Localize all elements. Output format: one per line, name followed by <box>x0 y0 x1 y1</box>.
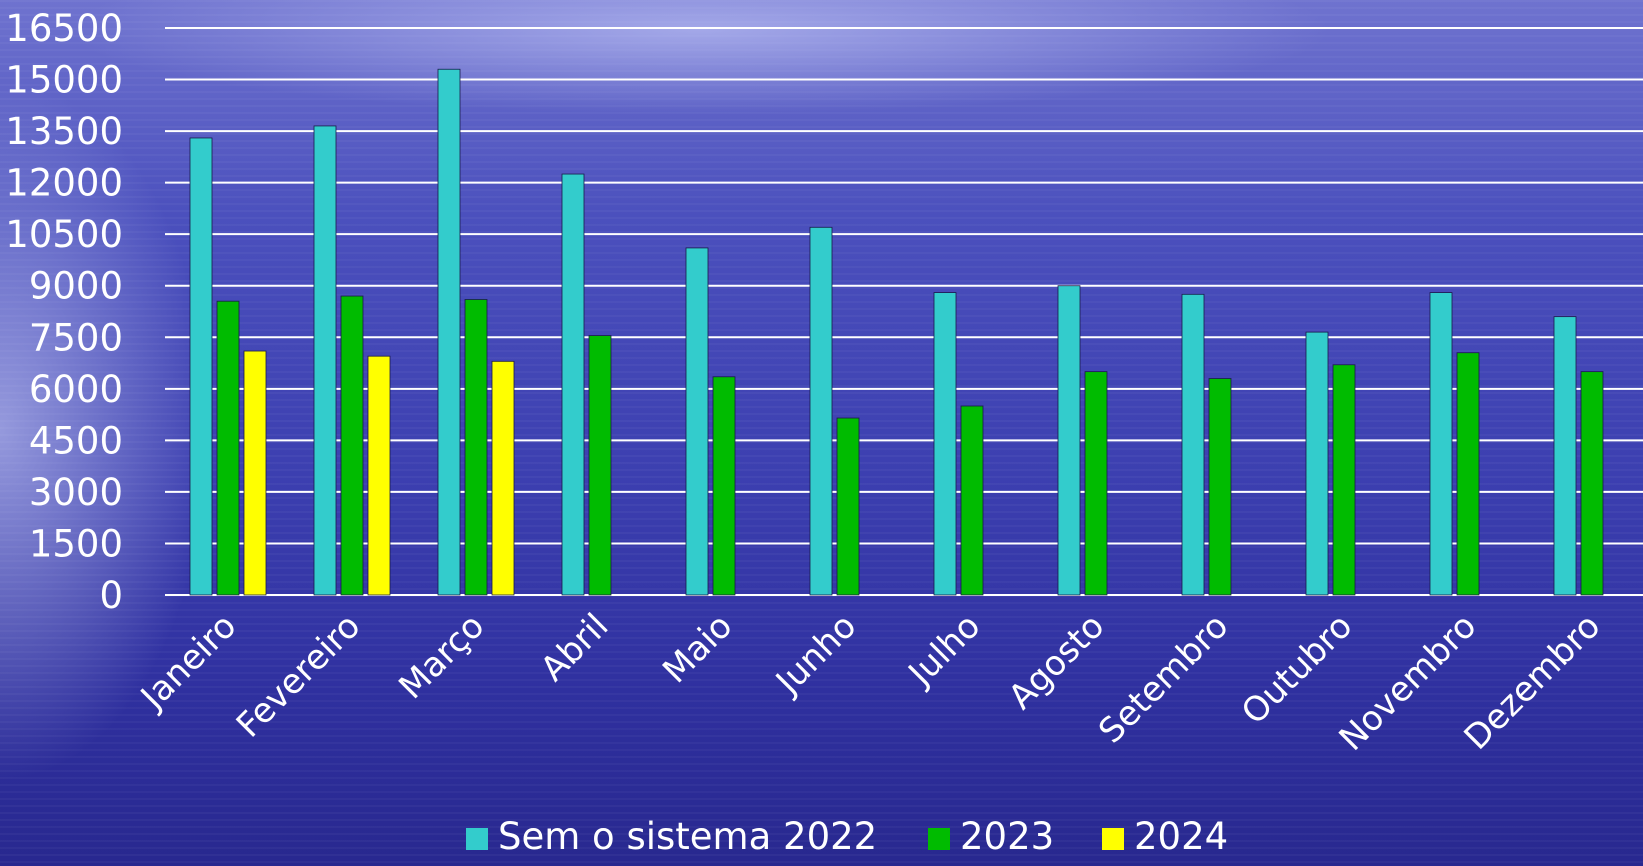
y-tick-label: 3000 <box>29 471 123 514</box>
bar-3 <box>491 360 515 596</box>
bar-1 <box>685 247 709 596</box>
x-tick-label: Agosto <box>1001 606 1112 717</box>
y-tick-label: 10500 <box>5 213 123 256</box>
bar-3 <box>243 350 267 596</box>
bar-2 <box>712 376 736 596</box>
y-tick-label: 7500 <box>29 316 123 359</box>
bar-2 <box>1332 364 1356 596</box>
y-tick-label: 13500 <box>5 110 123 153</box>
bar-2 <box>836 417 860 596</box>
y-tick-label: 12000 <box>5 162 123 205</box>
bar-3 <box>367 355 391 596</box>
bar-1 <box>809 226 833 596</box>
bar-2 <box>464 299 488 596</box>
legend-label: Sem o sistema 2022 <box>498 815 877 858</box>
bar-1 <box>189 137 213 596</box>
bar-1 <box>313 125 337 596</box>
bar-2 <box>960 405 984 596</box>
x-tick-label: Setembro <box>1091 606 1236 751</box>
bar-2 <box>1208 378 1232 596</box>
y-tick-label: 0 <box>99 574 123 617</box>
bar-2 <box>216 300 240 596</box>
bar-2 <box>1456 352 1480 596</box>
y-tick-label: 16500 <box>5 7 123 50</box>
x-tick-label: Abril <box>533 606 616 689</box>
legend-label: 2024 <box>1134 815 1228 858</box>
bar-1 <box>1429 292 1453 596</box>
x-tick-label: Janeiro <box>132 606 244 718</box>
bar-2 <box>1084 371 1108 596</box>
gridlines <box>165 27 1643 596</box>
bar-1 <box>437 68 461 596</box>
x-tick-label: Março <box>391 606 492 707</box>
bar-2 <box>1580 371 1604 596</box>
y-tick-label: 6000 <box>29 368 123 411</box>
y-tick-label: 1500 <box>29 522 123 565</box>
bar-1 <box>1181 293 1205 596</box>
x-tick-label: Julho <box>900 606 989 695</box>
bar-1 <box>933 292 957 596</box>
legend-swatch <box>928 828 950 850</box>
x-tick-label: Outubro <box>1234 606 1360 732</box>
y-tick-label: 9000 <box>29 265 123 308</box>
bar-1 <box>1057 285 1081 596</box>
bar-1 <box>1553 316 1577 596</box>
y-axis: 1650015000135001200010500900075006000450… <box>5 7 123 617</box>
x-tick-label: Maio <box>655 606 740 691</box>
bar-2 <box>340 295 364 596</box>
y-tick-label: 15000 <box>5 59 123 102</box>
bar-1 <box>1305 331 1329 596</box>
legend-swatch <box>1102 828 1124 850</box>
legend-label: 2023 <box>960 815 1054 858</box>
bar-2 <box>588 335 612 596</box>
legend: Sem o sistema 2022 2023 2024 <box>466 815 1228 858</box>
bar-1 <box>561 173 585 596</box>
x-tick-label: Fevereiro <box>229 606 369 746</box>
legend-swatch <box>466 828 488 850</box>
x-tick-label: Junho <box>767 606 864 703</box>
y-tick-label: 4500 <box>29 419 123 462</box>
bars <box>189 68 1604 596</box>
x-tick-label: Dezembro <box>1457 606 1609 758</box>
